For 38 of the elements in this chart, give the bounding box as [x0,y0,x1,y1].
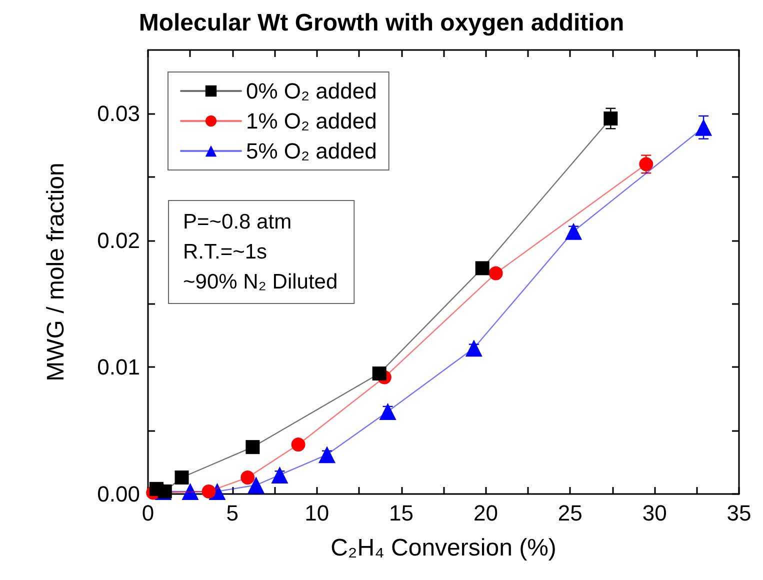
point [465,340,482,357]
chart-title: Molecular Wt Growth with oxygen addition [138,10,624,36]
x-tick-label: 35 [726,500,752,526]
x-axis-title: C₂H₄ Conversion (%) [330,534,556,562]
point [565,222,582,240]
y-tick-label: 0.02 [97,228,140,253]
x-tick-label: 15 [389,500,414,526]
point [318,446,336,464]
point [271,466,288,484]
point [695,118,712,136]
x-tick-label: 25 [558,500,582,526]
legend-label: 0% O₂ added [246,78,377,104]
point [174,470,189,485]
point [379,403,396,420]
point [488,266,503,280]
point [291,438,306,452]
point [158,484,172,498]
point [202,484,216,498]
annotation: P=~0.8 atm R.T.=~1s ~90% N₂ Diluted [183,210,338,294]
x-tick-label: 10 [304,500,330,526]
point [604,112,618,126]
point [372,366,386,380]
point [182,482,199,500]
x-tick-label: 0 [142,500,154,526]
y-tick-label: 0.00 [97,482,140,506]
y-axis-title: MWG / mole fraction [42,162,70,382]
point [248,476,265,494]
point [475,261,490,276]
point [240,470,255,485]
legend-label: 5% O₂ added [246,138,377,164]
x-tick-label: 30 [642,500,667,526]
x-tick-label: 5 [226,500,239,526]
legend-label: 1% O₂ added [246,108,377,134]
y-tick-label: 0.01 [97,354,140,380]
point [639,157,654,172]
y-tick-label: 0.03 [97,100,140,126]
x-tick-label: 20 [473,500,498,526]
point [246,440,260,454]
